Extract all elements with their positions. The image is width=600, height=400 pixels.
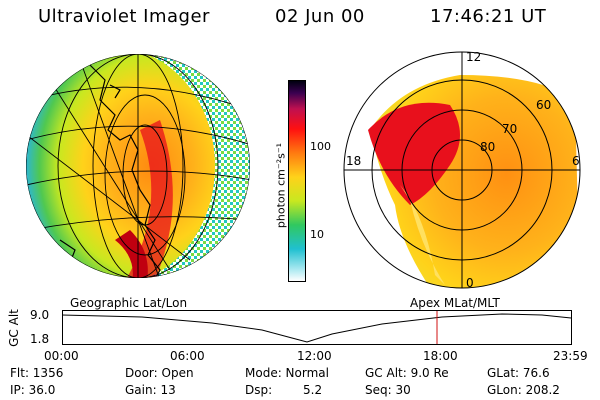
mlt-label-18: 18 <box>346 154 361 168</box>
colorbar-tick-100: 100 <box>310 140 331 153</box>
mlt-label-12: 12 <box>466 50 481 64</box>
colorbar-tick-10: 10 <box>310 228 324 241</box>
flight-number: Flt: 1356 <box>10 366 64 380</box>
xtick-2359: 23:59 <box>553 349 588 363</box>
colorbar-unit-label: photon cm⁻²s⁻¹ <box>274 142 288 229</box>
door-status: Door: Open <box>125 366 194 380</box>
dsp-value: 5.2 <box>303 383 323 397</box>
lat-label-80: 80 <box>480 140 495 154</box>
dsp-label: Dsp: <box>245 383 273 397</box>
altitude-plot <box>62 310 572 345</box>
altitude-ytick-high: 9.0 <box>30 308 50 322</box>
ip-value: IP: 36.0 <box>10 383 56 397</box>
colorbar <box>288 80 306 282</box>
xtick-0600: 06:00 <box>170 349 205 363</box>
xtick-1200: 12:00 <box>297 349 332 363</box>
polar-mlt-plot: 12 18 6 0 60 70 80 <box>343 50 581 290</box>
instrument-title: Ultraviolet Imager <box>38 6 210 27</box>
gain-value: Gain: 13 <box>125 383 176 397</box>
mlt-label-6: 6 <box>572 154 580 168</box>
geo-longitude: GLon: 208.2 <box>487 383 560 397</box>
time-label: 17:46:21 UT <box>430 6 547 27</box>
altitude-ylabel: GC Alt <box>7 309 21 347</box>
mlt-label-0: 0 <box>466 276 474 290</box>
altitude-ytick-low: 1.8 <box>30 332 50 346</box>
sequence-number: Seq: 30 <box>365 383 411 397</box>
date-label: 02 Jun 00 <box>275 6 365 27</box>
mode-status: Mode: Normal <box>245 366 329 380</box>
geographic-auroral-image <box>26 54 250 278</box>
lat-label-60: 60 <box>536 98 551 112</box>
right-panel-title: Apex MLat/MLT <box>410 296 500 310</box>
geo-latitude: GLat: 76.6 <box>487 366 550 380</box>
left-panel-title: Geographic Lat/Lon <box>70 296 188 310</box>
xtick-0000: 00:00 <box>44 349 79 363</box>
lat-label-70: 70 <box>502 122 517 136</box>
gc-altitude: GC Alt: 9.0 Re <box>365 366 449 380</box>
xtick-1800: 18:00 <box>423 349 458 363</box>
